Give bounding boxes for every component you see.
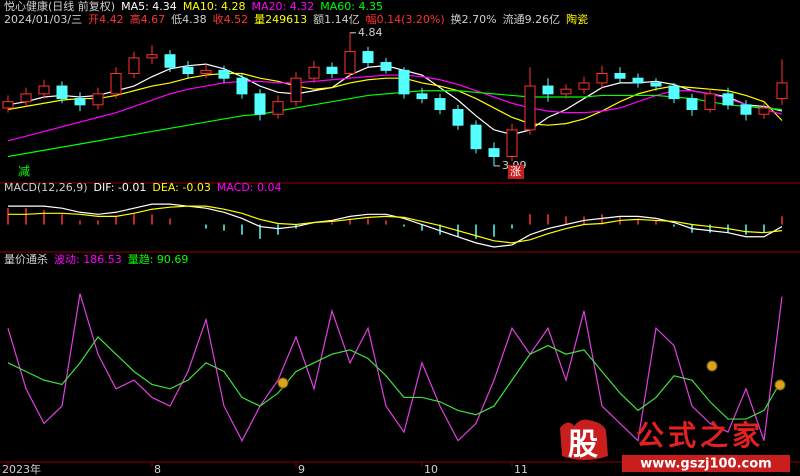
- series-line: [7, 72, 783, 126]
- annotation: 涨: [510, 165, 521, 178]
- header-text: 换2.70%: [451, 12, 497, 26]
- candle-body: [542, 85, 554, 95]
- header-text: MA60: 4.35: [320, 0, 383, 13]
- candle-body: [470, 124, 482, 150]
- candle-body: [92, 93, 104, 106]
- candle-body: [182, 66, 194, 75]
- candle-body: [758, 107, 770, 115]
- candle-body: [578, 82, 590, 90]
- header-text: 开4.42: [88, 13, 124, 26]
- candle-body: [434, 98, 446, 111]
- candle-body: [398, 69, 410, 95]
- candle-body: [380, 62, 392, 71]
- header-text: 幅0.14(3.20%): [366, 13, 445, 26]
- money-bag: [277, 360, 786, 391]
- candle-body: [254, 93, 266, 115]
- series-line: [8, 205, 783, 244]
- series-line: [7, 63, 783, 136]
- candle-body: [290, 77, 302, 103]
- candle-body: [344, 51, 356, 75]
- header-text: 流通9.26亿: [503, 12, 561, 26]
- candle-body: [686, 98, 698, 111]
- candle-body: [722, 93, 734, 106]
- watermark-url: www.gszj100.com: [640, 457, 771, 472]
- candle-body: [560, 88, 572, 95]
- header-text: 陶瓷: [566, 12, 588, 26]
- candle-body: [362, 51, 374, 64]
- candle-body: [74, 98, 86, 106]
- candle-body: [740, 104, 752, 115]
- annotation-box: [508, 165, 524, 179]
- candle-body: [218, 69, 230, 79]
- series-line: [7, 293, 783, 442]
- header-text: MACD(12,26,9): [4, 181, 88, 194]
- header-text: 低4.38: [171, 13, 207, 26]
- candle-body: [128, 57, 140, 75]
- x-tick-label: 11: [514, 463, 528, 476]
- header-text: 量趋: 90.69: [128, 253, 189, 266]
- header-text: 悦心健康(日线 前复权): [4, 0, 115, 13]
- candle-body: [650, 82, 662, 87]
- candle-body: [776, 82, 788, 100]
- series-line: [7, 74, 783, 142]
- candle-body: [308, 66, 320, 79]
- x-tick-label: 9: [298, 463, 305, 476]
- candle-body: [20, 93, 32, 103]
- watermark-logo: 股: [568, 428, 598, 463]
- header-text: MACD: 0.04: [217, 181, 282, 194]
- candle-body: [236, 77, 248, 95]
- header-text: 量价通杀: [4, 252, 48, 266]
- candle-body: [146, 54, 158, 59]
- x-tick-label: 8: [154, 463, 161, 476]
- watermark: 股 公式之家 www.gszj100.com: [560, 419, 790, 472]
- series-line: [7, 335, 783, 420]
- x-tick-label: 10: [424, 463, 438, 476]
- header-text: DIF: -0.01: [94, 181, 147, 194]
- candle-body: [164, 54, 176, 68]
- candle-body: [704, 93, 716, 111]
- candle-body: [56, 85, 68, 100]
- annotation: 4.84: [358, 26, 383, 39]
- header-text: 额1.14亿: [313, 13, 360, 26]
- candle-body: [110, 73, 122, 95]
- header-text: 量249613: [254, 13, 307, 26]
- annotation: 减: [18, 165, 30, 179]
- header-text: 2024/01/03/三: [4, 13, 82, 26]
- candle-body: [272, 101, 284, 115]
- candle-body: [614, 73, 626, 79]
- header-text: 高4.67: [130, 12, 166, 26]
- header-text: MA10: 4.28: [183, 0, 246, 13]
- candle-body: [596, 73, 608, 84]
- candle-body: [416, 93, 428, 100]
- candle-body: [38, 85, 50, 95]
- candle-body: [488, 148, 500, 158]
- candle-body: [506, 129, 518, 158]
- header-text: DEA: -0.03: [152, 181, 210, 194]
- candle-body: [632, 77, 644, 84]
- x-tick-label: 2023年: [2, 462, 41, 476]
- candle-body: [524, 85, 536, 131]
- header-text: 波动: 186.53: [54, 253, 122, 266]
- candle-body: [200, 69, 212, 75]
- candle-body: [2, 101, 14, 109]
- candle-body: [668, 85, 680, 100]
- watermark-name: 公式之家: [636, 419, 764, 452]
- candle-body: [326, 66, 338, 75]
- series-line: [7, 90, 783, 158]
- header-text: MA5: 4.34: [121, 0, 177, 13]
- header-text: 收4.52: [213, 12, 249, 26]
- candle-body: [452, 109, 464, 126]
- header-text: MA20: 4.32: [252, 0, 315, 13]
